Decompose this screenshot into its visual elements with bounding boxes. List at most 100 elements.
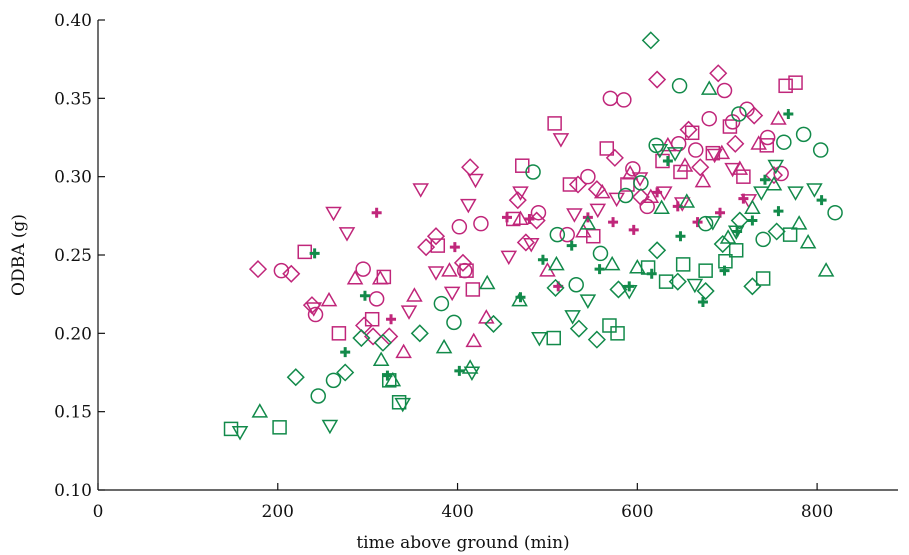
point-circle	[592, 245, 609, 262]
point-diamond	[516, 233, 535, 252]
point-diamond	[691, 158, 710, 177]
point-diamond	[282, 264, 301, 283]
point-triangle-down	[724, 162, 741, 178]
point-circle	[368, 291, 385, 307]
point-circle	[671, 78, 688, 94]
point-square	[272, 420, 287, 435]
point-triangle-up	[642, 188, 660, 204]
point-triangle-up	[678, 193, 696, 208]
point-triangle-up	[694, 172, 712, 188]
point-triangle-down	[531, 332, 548, 347]
point-diamond	[352, 328, 371, 348]
point-triangle-up	[575, 222, 592, 238]
point-circle	[827, 204, 843, 221]
point-diamond	[336, 363, 355, 382]
point-triangle-down	[666, 147, 684, 162]
point-plus	[524, 213, 535, 224]
point-diamond	[745, 106, 764, 125]
point-triangle-up	[435, 338, 453, 354]
point-circle	[639, 198, 655, 215]
point-triangle-up	[629, 259, 646, 274]
point-plus	[675, 231, 686, 242]
point-triangle-up	[406, 287, 423, 302]
point-square	[546, 330, 561, 346]
point-triangle-down	[325, 206, 342, 222]
point-circle	[355, 261, 371, 277]
point-circle	[739, 101, 755, 118]
point-triangle-up	[817, 262, 835, 277]
point-triangle-up	[744, 199, 761, 214]
point-diamond	[248, 260, 268, 279]
point-plus	[628, 224, 639, 235]
point-triangle-up	[676, 157, 694, 172]
point-circle	[310, 388, 326, 404]
point-circle	[776, 134, 792, 150]
point-triangle-up	[719, 229, 737, 244]
point-triangle-up	[478, 274, 496, 290]
point-triangle-up	[603, 255, 621, 271]
point-plus	[662, 156, 673, 166]
point-square	[364, 311, 380, 327]
point-plus	[652, 187, 663, 198]
axes	[97, 20, 898, 491]
point-circle	[433, 295, 450, 312]
point-square	[698, 263, 713, 278]
point-triangle-up	[371, 269, 389, 285]
point-square	[658, 274, 674, 289]
point-square	[684, 125, 700, 141]
point-circle	[325, 372, 342, 389]
point-diamond	[605, 148, 624, 167]
point-circle	[716, 82, 733, 99]
point-diamond	[546, 278, 565, 297]
point-triangle-up	[770, 110, 787, 125]
point-diamond	[410, 324, 429, 343]
point-triangle-up	[548, 255, 565, 271]
point-triangle-down	[231, 426, 249, 441]
point-triangle-down	[589, 203, 607, 219]
point-diamond	[679, 120, 698, 139]
y-tick-label: 0.15	[54, 403, 92, 423]
point-circle	[580, 168, 596, 185]
y-tick-label: 0.25	[54, 246, 92, 266]
point-triangle-up	[395, 343, 412, 359]
point-plus	[501, 212, 512, 223]
point-plus	[747, 215, 758, 226]
point-circle	[602, 90, 619, 107]
point-diamond	[648, 70, 667, 89]
point-square	[223, 421, 239, 437]
data-points	[223, 31, 843, 441]
point-square	[728, 243, 744, 258]
point-plus	[773, 206, 784, 217]
point-diamond	[696, 281, 715, 301]
point-plus	[359, 290, 370, 301]
point-plus	[732, 226, 743, 237]
point-plus	[309, 248, 320, 259]
point-square	[675, 257, 691, 272]
point-diamond	[767, 222, 786, 241]
point-plus	[624, 281, 635, 292]
point-circle	[525, 164, 541, 180]
point-square	[381, 373, 397, 388]
point-triangle-down	[427, 266, 445, 281]
point-triangle-up	[251, 403, 269, 418]
point-square	[465, 282, 481, 297]
point-triangle-down	[467, 173, 484, 189]
point-diamond	[569, 319, 588, 338]
point-triangle-down	[753, 186, 770, 201]
point-diamond	[568, 175, 588, 194]
point-triangle-up	[384, 371, 402, 387]
point-circle	[451, 219, 468, 235]
point-diamond	[363, 327, 383, 346]
point-triangle-down	[767, 159, 785, 175]
point-square	[562, 177, 578, 192]
y-tick-label: 0.35	[54, 89, 92, 109]
point-diamond	[461, 158, 480, 177]
point-triangle-down	[704, 216, 722, 231]
point-triangle-up	[790, 215, 808, 230]
point-plus	[715, 207, 726, 218]
point-circle	[446, 314, 462, 331]
point-square	[459, 263, 474, 278]
point-plus	[783, 109, 794, 119]
point-circle	[812, 142, 829, 158]
point-plus	[646, 268, 657, 279]
